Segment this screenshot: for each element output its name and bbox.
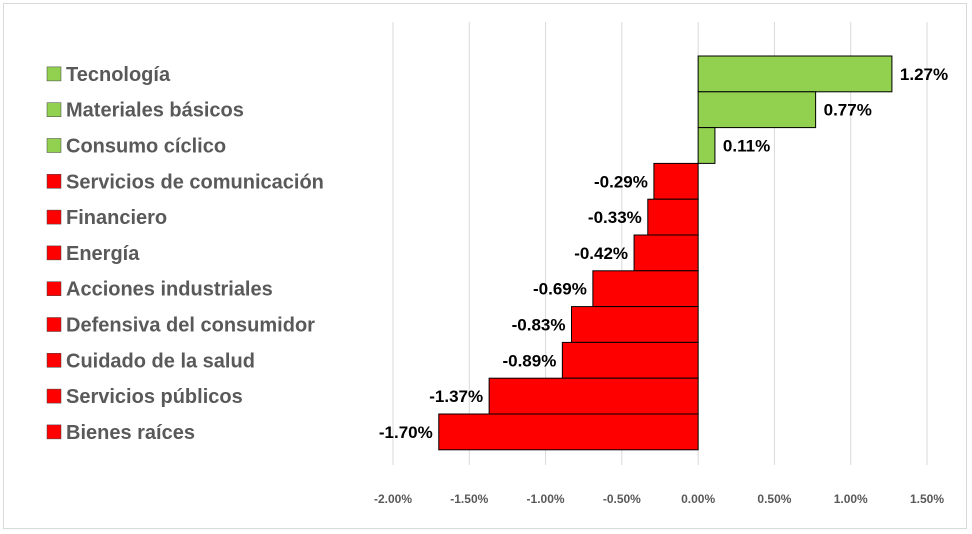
data-label: -0.69% bbox=[533, 280, 587, 299]
legend-entry: Bienes raíces bbox=[66, 422, 195, 444]
legend-swatch bbox=[46, 138, 62, 153]
data-labels: 1.27% 0.77% 0.11% -0.29% -0.33% -0.42% -0.69% -… bbox=[379, 65, 948, 442]
data-label: -0.89% bbox=[502, 351, 556, 370]
x-tick-label: -0.50% bbox=[603, 492, 641, 506]
x-axis-ticks: -2.00% -1.50% -1.00% -0.50% 0.00% 0.50% 1.00% 1… bbox=[374, 492, 944, 506]
x-tick-label: 1.50% bbox=[910, 492, 944, 506]
legend-entry: Energía bbox=[66, 243, 140, 265]
bar bbox=[697, 91, 817, 129]
bar bbox=[697, 127, 716, 164]
bar bbox=[633, 234, 699, 272]
data-label: -1.70% bbox=[379, 423, 433, 442]
data-label: 0.11% bbox=[723, 137, 770, 156]
legend-entry: Defensiva del consumidor bbox=[66, 315, 315, 337]
legend-swatch bbox=[46, 245, 62, 261]
data-label: -0.33% bbox=[588, 208, 642, 227]
data-label: 0.77% bbox=[824, 101, 872, 120]
legend-entry: Materiales básicos bbox=[66, 100, 244, 122]
legend-entry: Acciones industriales bbox=[66, 279, 273, 301]
x-tick-label: 1.00% bbox=[834, 492, 868, 506]
x-tick-label: 0.50% bbox=[757, 492, 791, 506]
bars bbox=[438, 55, 893, 451]
x-tick-label: 0.00% bbox=[681, 492, 715, 506]
data-label: -0.29% bbox=[594, 172, 648, 191]
bar bbox=[488, 377, 699, 415]
legend-swatch bbox=[46, 102, 62, 117]
x-tick-label: -1.00% bbox=[527, 492, 565, 506]
legend-entry: Financiero bbox=[66, 207, 167, 229]
legend: Tecnología Materiales básicos Consumo cícl… bbox=[46, 64, 324, 444]
bar bbox=[697, 55, 893, 93]
bar bbox=[438, 413, 699, 451]
legend-swatch bbox=[46, 174, 62, 189]
legend-swatch bbox=[46, 66, 62, 82]
bar bbox=[561, 341, 699, 379]
legend-swatch bbox=[46, 353, 62, 368]
legend-swatch bbox=[46, 281, 62, 296]
bar bbox=[653, 162, 699, 200]
legend-entry: Consumo cíclico bbox=[66, 136, 226, 158]
bar bbox=[647, 198, 699, 236]
legend-swatch bbox=[46, 209, 62, 225]
legend-entry: Tecnología bbox=[66, 64, 171, 86]
legend-entry: Servicios de comunicación bbox=[66, 171, 324, 193]
data-label: 1.27% bbox=[900, 65, 948, 84]
legend-entry: Servicios públicos bbox=[66, 386, 243, 408]
data-label: -0.42% bbox=[574, 244, 628, 263]
x-tick-label: -2.00% bbox=[374, 492, 412, 506]
x-tick-label: -1.50% bbox=[450, 492, 488, 506]
legend-swatch bbox=[46, 424, 62, 440]
data-label: -0.83% bbox=[512, 316, 566, 335]
bar bbox=[571, 306, 699, 343]
legend-swatch bbox=[46, 388, 62, 404]
bar bbox=[592, 270, 699, 308]
legend-entry: Cuidado de la salud bbox=[66, 350, 255, 372]
legend-swatch bbox=[46, 317, 62, 332]
data-label: -1.37% bbox=[429, 387, 483, 406]
